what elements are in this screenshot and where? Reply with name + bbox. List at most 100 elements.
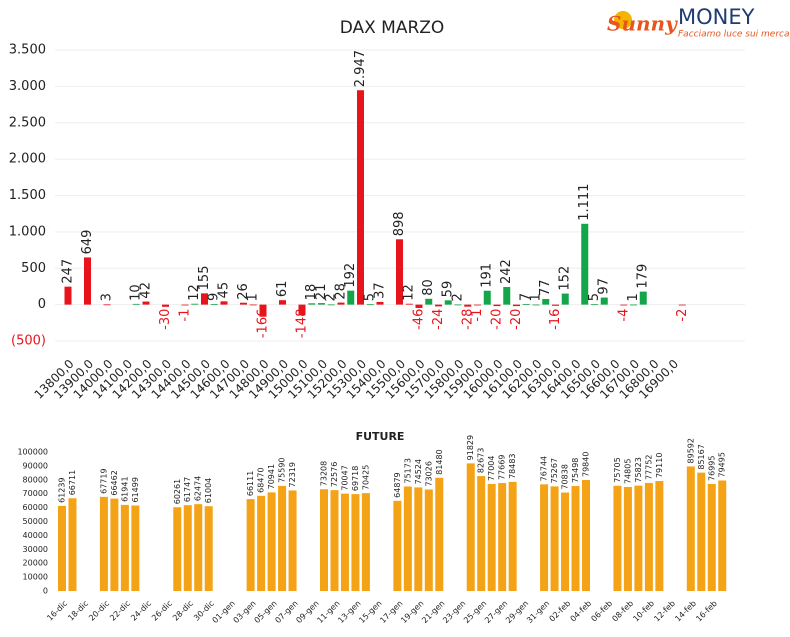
- bar: [340, 493, 349, 591]
- value-label: 80: [421, 279, 436, 296]
- logo-name: MONEY: [678, 5, 755, 29]
- logo-sun: [614, 11, 632, 29]
- bar: [351, 494, 360, 591]
- bar: [396, 239, 403, 305]
- value-label: 81480: [435, 449, 444, 474]
- value-label: 72576: [330, 462, 339, 487]
- y-tick-label: 3.500: [9, 43, 46, 58]
- value-label: 61239: [58, 477, 67, 502]
- x-tick-label: 14-feb: [673, 599, 698, 624]
- bar: [142, 301, 150, 305]
- value-label: 73208: [320, 461, 329, 486]
- value-label: -20: [490, 309, 505, 330]
- value-label: 7: [519, 293, 534, 301]
- value-label: 74805: [623, 459, 632, 484]
- value-label: 1: [529, 293, 544, 301]
- y-tick-label: 1.500: [9, 188, 46, 203]
- value-label: 191: [480, 263, 495, 288]
- value-label: 74524: [414, 459, 423, 484]
- value-label: 76744: [540, 456, 549, 481]
- bar: [110, 498, 119, 591]
- bar: [220, 301, 228, 305]
- x-tick-label: 20-dic: [87, 599, 111, 623]
- bar: [376, 301, 384, 305]
- value-label: 649: [80, 230, 95, 255]
- bar: [320, 489, 328, 591]
- bar: [162, 304, 169, 307]
- bar: [655, 481, 664, 591]
- bar: [630, 304, 637, 306]
- x-tick-label: 28-dic: [171, 599, 195, 623]
- bar: [68, 498, 77, 591]
- bar: [424, 489, 433, 591]
- bar: [435, 304, 442, 307]
- value-label: 37: [373, 282, 388, 299]
- bar: [477, 476, 486, 591]
- value-label: 28: [334, 283, 349, 300]
- value-label: -4: [616, 309, 631, 322]
- y-tick-label: 10000: [23, 573, 48, 582]
- value-label: -1: [470, 309, 485, 322]
- value-label: 60261: [173, 479, 182, 504]
- bar: [435, 477, 444, 591]
- bar: [503, 287, 511, 305]
- value-label: 247: [61, 259, 76, 284]
- value-label: 76995: [707, 456, 716, 481]
- x-tick-label: 31-gen: [525, 599, 551, 625]
- bar: [173, 507, 182, 591]
- bar: [240, 302, 247, 305]
- value-label: 192: [343, 263, 358, 288]
- value-label: 21: [314, 284, 329, 301]
- y-tick-label: 30000: [23, 545, 48, 554]
- bar: [278, 485, 287, 591]
- x-tick-label: 16-dic: [45, 599, 69, 623]
- value-label: 26: [236, 283, 251, 300]
- value-label: 59: [441, 281, 456, 298]
- value-label: 1: [626, 293, 641, 301]
- bar: [582, 480, 590, 591]
- bar: [194, 504, 203, 591]
- value-label: 61: [275, 281, 290, 298]
- bar: [366, 304, 374, 306]
- y-tick-label: 100000: [17, 448, 48, 457]
- value-label: 70047: [340, 465, 349, 490]
- value-label: 85167: [697, 444, 706, 469]
- bar: [644, 482, 653, 591]
- value-label: 69718: [351, 466, 360, 491]
- chart-title: DAX MARZO: [340, 18, 445, 38]
- value-label: 18: [304, 284, 319, 301]
- bar: [337, 302, 345, 305]
- x-tick-label: 18-dic: [66, 599, 90, 623]
- bar: [103, 304, 111, 306]
- value-label: 62474: [194, 476, 203, 501]
- bar: [591, 304, 598, 306]
- bar: [508, 481, 517, 591]
- bar: [697, 472, 706, 591]
- value-label: 77: [538, 279, 553, 296]
- value-label: 61941: [120, 476, 129, 501]
- y-tick-label: 0: [38, 297, 46, 312]
- value-label: -24: [431, 309, 446, 330]
- y-tick-label: 40000: [23, 531, 48, 540]
- x-tick-label: 04-feb: [569, 599, 594, 624]
- value-label: 2.947: [353, 50, 368, 87]
- value-label: 67719: [99, 468, 108, 493]
- bar: [425, 298, 433, 305]
- value-label: 75705: [613, 457, 622, 482]
- value-label: 75267: [550, 458, 559, 483]
- bar: [483, 290, 491, 305]
- value-label: 75823: [634, 457, 643, 482]
- x-tick-label: 22-dic: [108, 599, 132, 623]
- bar: [707, 483, 716, 591]
- value-label: 2: [451, 293, 466, 301]
- value-label: 10: [129, 284, 144, 301]
- x-tick-label: 06-feb: [589, 599, 614, 624]
- bar: [246, 499, 255, 591]
- value-label: -28: [460, 309, 475, 330]
- bar: [561, 492, 570, 591]
- bar: [540, 484, 549, 591]
- value-label: 12: [187, 284, 202, 301]
- value-label: 91829: [466, 435, 475, 460]
- value-label: 5: [587, 293, 602, 301]
- bar: [347, 290, 355, 305]
